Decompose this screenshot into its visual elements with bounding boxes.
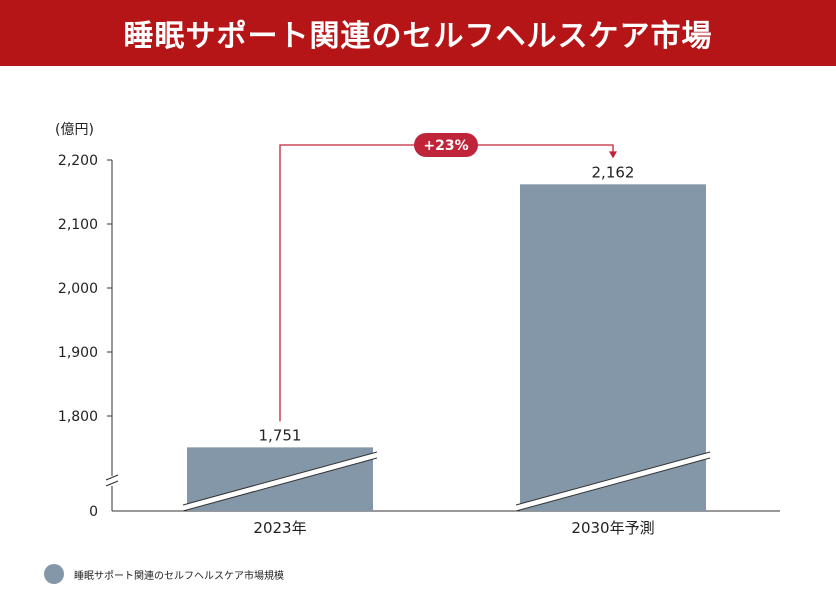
legend-label: 睡眠サポート関連のセルフヘルスケア市場規模 [74, 570, 284, 582]
y-tick-label: 2,000 [58, 281, 98, 297]
growth-arrowhead [609, 151, 617, 159]
y-tick-label: 2,200 [58, 153, 98, 169]
legend: 睡眠サポート関連のセルフヘルスケア市場規模 [44, 564, 284, 584]
bar-break-line [182, 457, 378, 512]
y-axis-label: (億円) [55, 122, 94, 138]
bar-break-line [515, 451, 711, 506]
y-tick-label: 2,100 [58, 217, 98, 233]
y-axis-break-mark [105, 474, 119, 481]
y-tick-label: 0 [89, 504, 98, 520]
bar-break-band [183, 452, 377, 511]
growth-badge-label: +23% [423, 138, 468, 154]
bar-break-band [516, 452, 710, 511]
page-title: 睡眠サポート関連のセルフヘルスケア市場 [123, 19, 713, 54]
bar-value-label: 2,162 [592, 163, 635, 181]
y-axis-break-mark [105, 480, 119, 487]
x-tick-label: 2030年予測 [571, 519, 654, 537]
legend-swatch [44, 564, 64, 584]
bar-break-line [182, 451, 378, 506]
y-tick-label: 1,800 [58, 409, 98, 425]
growth-badge [414, 133, 478, 157]
header-banner: 睡眠サポート関連のセルフヘルスケア市場 [0, 0, 836, 66]
y-tick-label: 1,900 [58, 345, 98, 361]
bar [520, 184, 706, 511]
x-tick-label: 2023年 [253, 519, 306, 537]
bar-break-line [515, 457, 711, 512]
bar-value-label: 1,751 [259, 426, 302, 444]
